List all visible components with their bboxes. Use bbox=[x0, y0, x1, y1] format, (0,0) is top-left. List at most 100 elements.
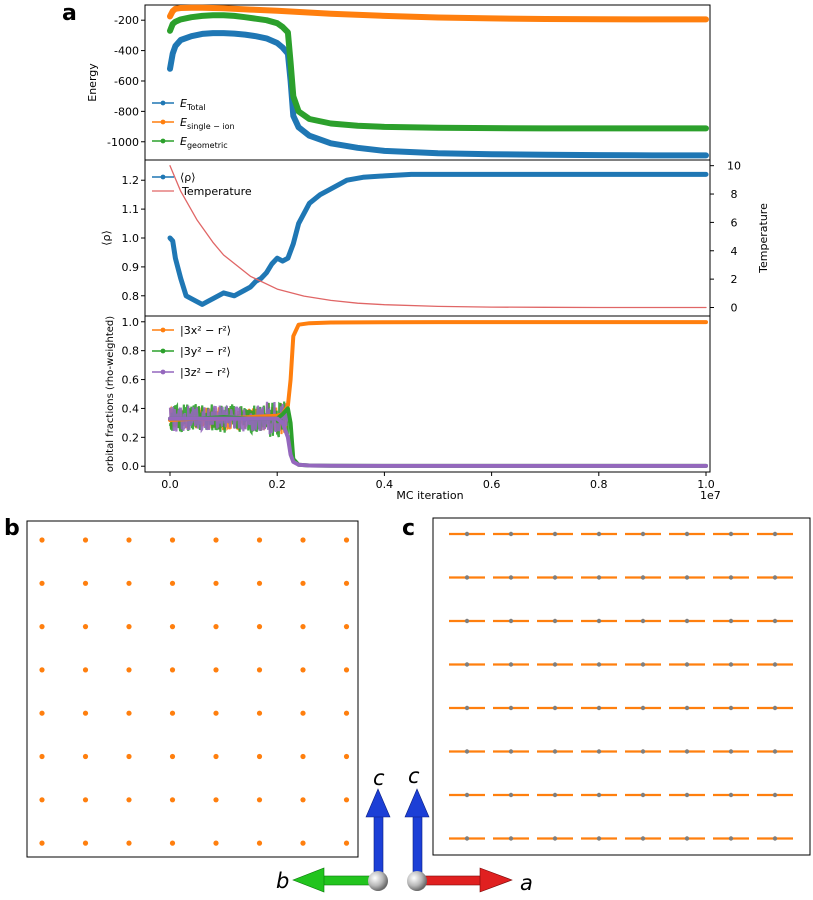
lattice-b-site bbox=[82, 753, 89, 760]
orbital-ytick-label: 0.6 bbox=[122, 374, 140, 387]
lattice-b-site bbox=[256, 624, 263, 630]
lattice-c-site bbox=[508, 531, 514, 537]
lattice-c-site bbox=[640, 705, 646, 711]
lattice-c-site bbox=[728, 792, 734, 798]
lattice-c-site bbox=[640, 836, 646, 841]
lattice-b-site bbox=[300, 710, 306, 716]
orbital-xtick-label: 0.6 bbox=[483, 478, 501, 491]
lattice-b-site bbox=[169, 580, 176, 586]
lattice-b-site bbox=[169, 753, 176, 760]
plot-frame bbox=[144, 315, 711, 473]
lattice-b-site bbox=[39, 840, 45, 846]
energy-ytick-label: -800 bbox=[114, 105, 139, 118]
b-axis-shaft bbox=[322, 875, 376, 886]
lattice-c-site bbox=[464, 749, 470, 754]
lattice-c-site bbox=[640, 662, 646, 667]
energy-ytick-label: -600 bbox=[114, 75, 139, 88]
lattice-c-site bbox=[772, 662, 778, 667]
lattice-c-site bbox=[552, 575, 558, 580]
orbital-xtick-label: 1.0 bbox=[697, 478, 715, 491]
lattice-c-site bbox=[772, 836, 778, 841]
orbital-ylabel: orbital fractions (rho-weighted) bbox=[105, 316, 116, 472]
lattice-b-site bbox=[126, 667, 132, 673]
lattice-b-site bbox=[82, 710, 89, 716]
lattice-c-site bbox=[596, 749, 602, 754]
lattice-c-site bbox=[508, 792, 514, 798]
origin-sphere-right bbox=[407, 871, 427, 891]
lattice-b-site bbox=[126, 753, 132, 760]
c-axis-label-right: c bbox=[408, 764, 420, 788]
panel-label-c: c bbox=[402, 516, 415, 541]
lattice-b-site bbox=[169, 710, 176, 716]
temperature-ytick-label: 6 bbox=[731, 216, 738, 229]
geometric-energy-line bbox=[167, 12, 709, 132]
lattice-b-site bbox=[343, 797, 350, 803]
lattice-c-site bbox=[728, 531, 734, 537]
lattice-b-site bbox=[169, 624, 176, 630]
lattice-b-site bbox=[169, 840, 176, 846]
a-axis-label: a bbox=[520, 871, 533, 895]
temperature-ylabel: Temperature bbox=[757, 203, 770, 274]
crystal-axes: b c a c bbox=[276, 764, 533, 895]
c-axis-arrowhead-right bbox=[404, 788, 430, 818]
orb_z-line bbox=[168, 416, 708, 468]
lattice-c-site bbox=[640, 575, 646, 580]
lattice-b-site bbox=[126, 840, 132, 846]
lattice-b-site bbox=[256, 580, 263, 586]
orb_z-legend-label: |3z² − r²⟩ bbox=[180, 366, 230, 379]
lattice-b-site bbox=[39, 624, 45, 630]
origin-sphere-left bbox=[368, 871, 388, 891]
lattice-b-site bbox=[343, 624, 350, 630]
temperature-ytick-label: 0 bbox=[731, 301, 738, 314]
single_ion-energy-line bbox=[167, 4, 709, 23]
lattice-b-site bbox=[256, 537, 263, 543]
orbital-xtick-label: 0.8 bbox=[590, 478, 608, 491]
lattice-c-site bbox=[772, 531, 778, 537]
lattice-c-site bbox=[728, 618, 734, 624]
energy-ytick-label: -1000 bbox=[107, 136, 139, 149]
lattice-c-site bbox=[684, 705, 690, 711]
total-legend-label: ETotal bbox=[180, 97, 206, 112]
panel-label-a: a bbox=[62, 1, 77, 26]
lattice-c-site bbox=[772, 792, 778, 798]
lattice-c-site bbox=[640, 618, 646, 624]
lattice-b-site bbox=[126, 624, 132, 630]
lattice-c-site bbox=[728, 705, 734, 711]
lattice-c-site bbox=[508, 662, 514, 667]
lattice-b-site bbox=[82, 537, 89, 543]
lattice-c-site bbox=[464, 792, 470, 798]
lattice-b-site bbox=[126, 797, 132, 803]
lattice-b-site bbox=[213, 753, 219, 760]
temperature-line bbox=[169, 165, 707, 309]
lattice-b-site bbox=[300, 840, 306, 846]
lattice-b-site bbox=[213, 667, 219, 673]
orbital-x-offset-label: 1e7 bbox=[700, 489, 721, 502]
lattice-c-site bbox=[772, 705, 778, 711]
rho-ytick-label: 1.2 bbox=[122, 174, 140, 187]
lattice-c-site bbox=[684, 575, 690, 580]
b-axis-arrowhead bbox=[292, 867, 325, 893]
lattice-b-site bbox=[82, 667, 89, 673]
lattice-b-site bbox=[343, 580, 350, 586]
lattice-b-site bbox=[126, 537, 132, 543]
lattice-c-site bbox=[684, 792, 690, 798]
lattice-b-site bbox=[300, 537, 306, 543]
lattice-b-site bbox=[256, 753, 263, 760]
lattice-c-site bbox=[728, 836, 734, 841]
lattice-c-site bbox=[596, 618, 602, 624]
energy-ytick-label: -400 bbox=[114, 45, 139, 58]
lattice-b-site bbox=[256, 840, 263, 846]
lattice-b-site bbox=[126, 710, 132, 716]
lattice-c-site bbox=[552, 531, 558, 537]
a-axis-arrowhead bbox=[479, 867, 513, 893]
lattice-c-site bbox=[508, 705, 514, 711]
rho-legend-label: ⟨ρ⟩ bbox=[180, 171, 196, 184]
panel-label-b: b bbox=[4, 516, 20, 541]
rho-legend-marker bbox=[160, 174, 166, 180]
lattice-c-site bbox=[684, 836, 690, 841]
lattice-c-site bbox=[508, 836, 514, 841]
lattice-b-site bbox=[256, 797, 263, 803]
lattice-b-site bbox=[169, 537, 176, 543]
lattice-b-site bbox=[213, 624, 219, 630]
